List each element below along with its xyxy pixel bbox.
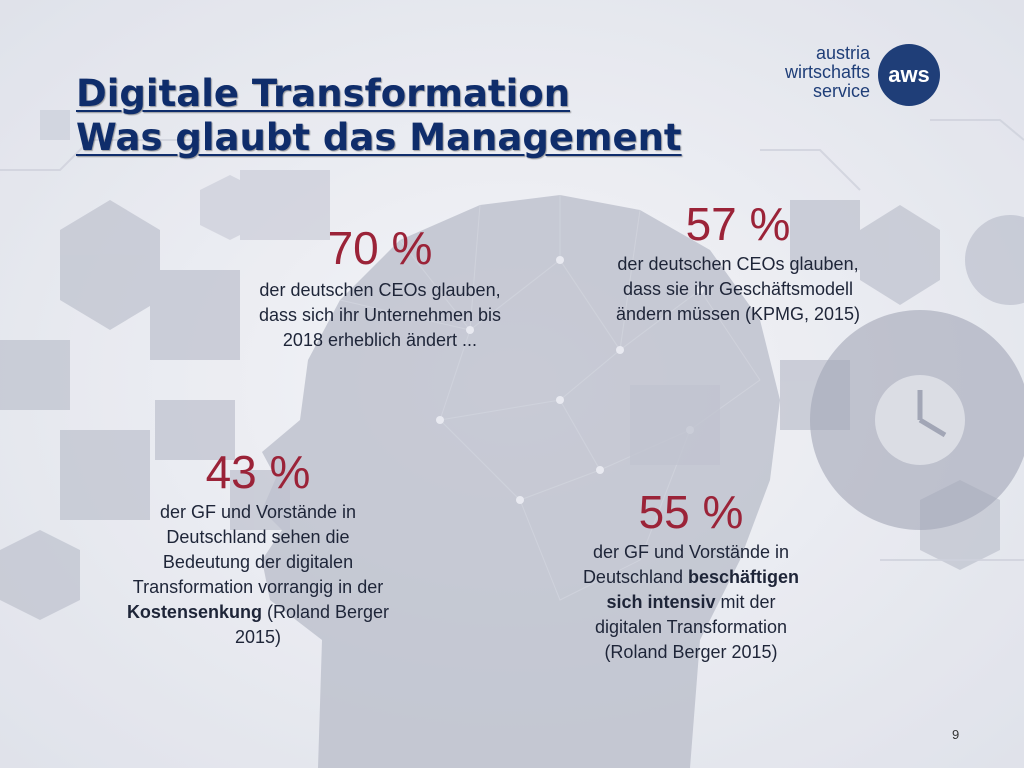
stat-percent: 57 %	[685, 198, 791, 250]
logo-line-2: wirtschafts	[784, 62, 870, 82]
stat-text-line: der GF und Vorstände in	[159, 502, 357, 522]
stat-percent: 70 %	[327, 222, 433, 274]
stat-text-line: 2018 erheblich ändert ...	[282, 330, 478, 350]
stat-text-line: der deutschen CEOs glauben,	[617, 254, 859, 274]
stat-bold-text: beschäftigen	[688, 567, 800, 587]
stat-bold-text: Kostensenkung	[126, 602, 262, 622]
stat-text-line: Deutschland sehen die	[166, 527, 350, 547]
stat-text-line: der deutschen CEOs glauben,	[259, 280, 501, 300]
stat-text-line: Kostensenkung (Roland Berger	[84, 600, 432, 625]
stat-percent: 43 %	[205, 446, 311, 498]
page-title: Digitale Transformation Was glaubt das M…	[76, 72, 682, 160]
stat-text-line: der GF und Vorstände in	[592, 542, 790, 562]
stat-text-line: 2015)	[234, 627, 282, 647]
stat-text-line: digitalen Transformation	[594, 617, 788, 637]
stat-text-line: dass sie ihr Geschäftsmodell	[622, 279, 854, 299]
logo-line-1: austria	[815, 43, 870, 63]
logo-line-3: service	[812, 81, 870, 101]
stat-text-line: dass sich ihr Unternehmen bis	[258, 305, 502, 325]
stat-55-percent: 55 % der GF und Vorstände in Deutschland…	[536, 486, 846, 665]
page-number: 9	[952, 727, 960, 742]
stat-percent: 55 %	[638, 486, 744, 538]
stat-70-percent: 70 % der deutschen CEOs glauben, dass si…	[220, 222, 540, 353]
stat-text: mit der	[715, 592, 776, 612]
title-line-1: Digitale Transformation	[76, 72, 571, 115]
stat-text: Deutschland	[582, 567, 689, 587]
stat-text: (Roland Berger	[261, 602, 390, 622]
stat-text-line: sich intensiv mit der	[536, 590, 846, 615]
title-line-2: Was glaubt das Management	[76, 116, 682, 159]
stat-text-line: Transformation vorrangig in der	[132, 577, 384, 597]
head-silhouette	[262, 195, 780, 768]
logo-wordmark: austria wirtschafts service	[785, 44, 870, 101]
stat-text-line: Bedeutung der digitalen	[162, 552, 354, 572]
logo-mark: aws	[878, 44, 940, 106]
stat-text-line: Deutschland beschäftigen	[536, 565, 846, 590]
stat-text-line: ändern müssen (KPMG, 2015)	[615, 304, 861, 324]
stat-text-line: (Roland Berger 2015)	[604, 642, 778, 662]
stat-57-percent: 57 % der deutschen CEOs glauben, dass si…	[566, 198, 910, 327]
aws-logo: austria wirtschafts service aws	[776, 44, 940, 106]
stat-43-percent: 43 % der GF und Vorstände in Deutschland…	[84, 446, 432, 650]
stat-bold-text: sich intensiv	[606, 592, 716, 612]
